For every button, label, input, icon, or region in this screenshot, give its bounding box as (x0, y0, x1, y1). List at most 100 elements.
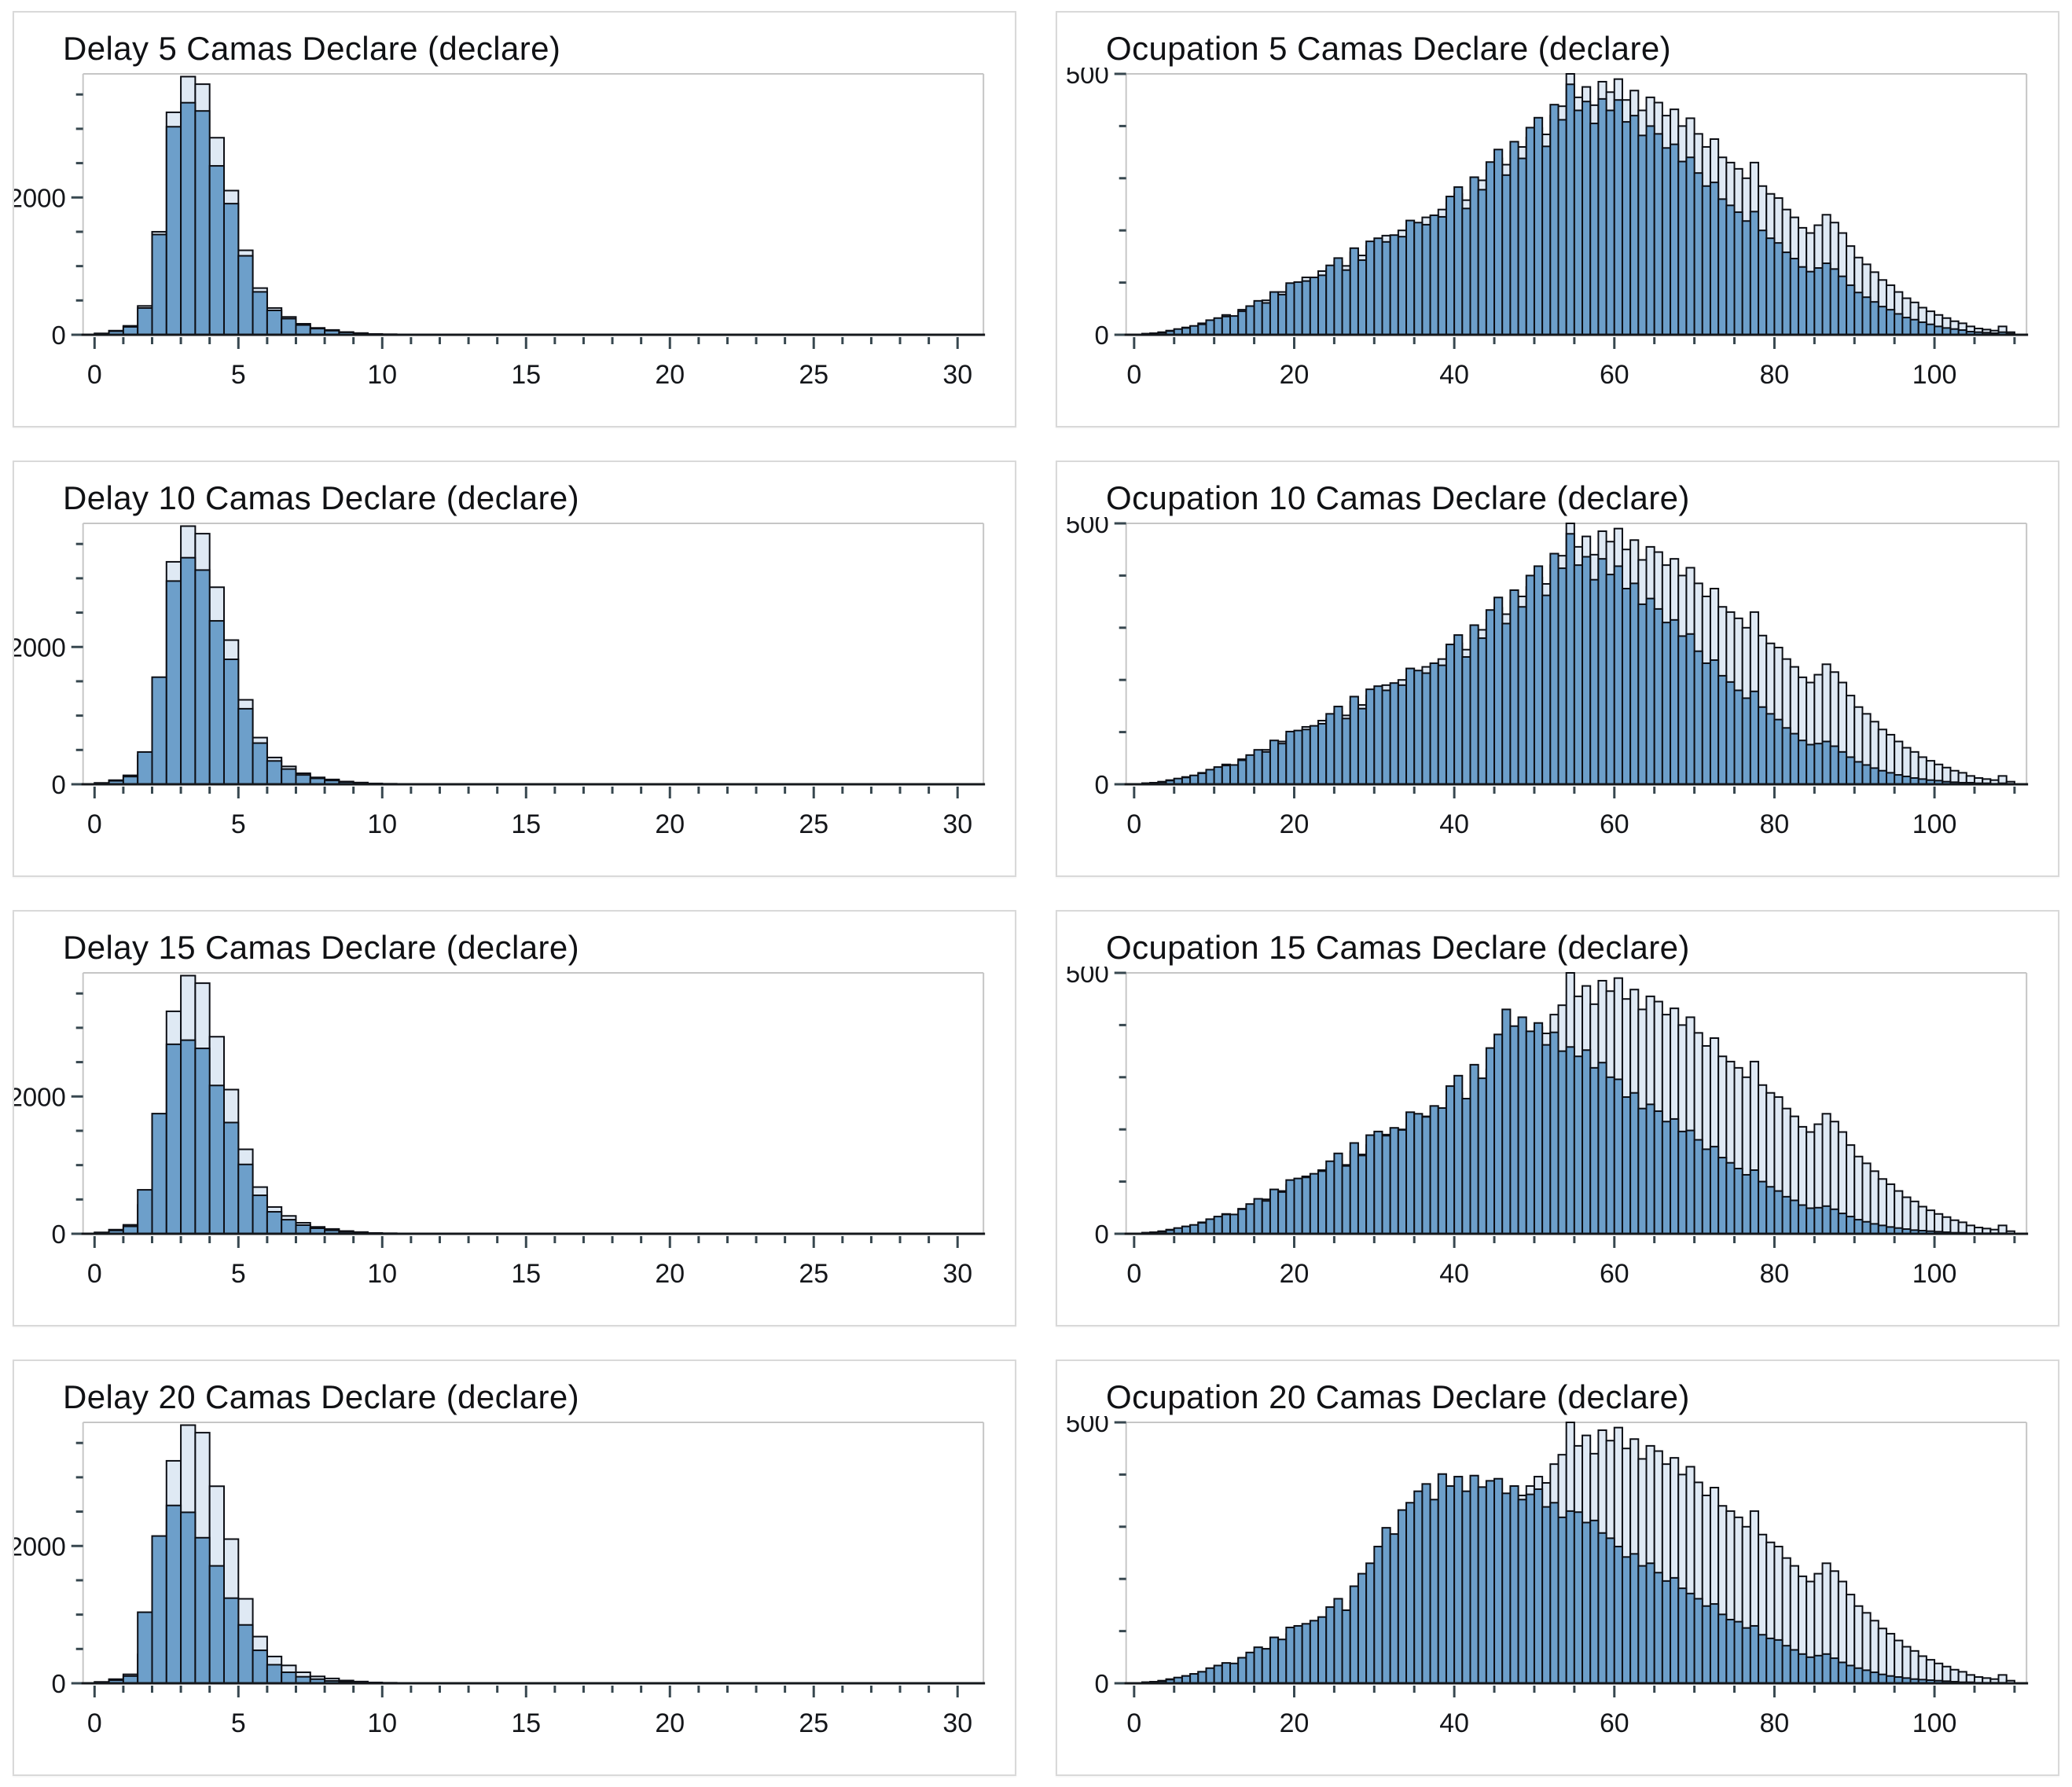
x-tick-label: 20 (655, 1259, 685, 1289)
series-dark-bars (1141, 83, 2015, 336)
y-tick-label: 0 (51, 1669, 65, 1698)
y-axis-ticks (71, 93, 83, 336)
y-axis-labels: 0 2000 (14, 183, 66, 350)
chart-canvas-delay-10: 0 2000 0 5 10 15 20 25 30 (14, 523, 986, 839)
chart-panel-delay-15: Delay 15 Camas Declare (declare) 0 2000 0 5 1… (13, 910, 1016, 1326)
x-tick-label: 60 (1600, 1708, 1629, 1738)
x-tick-label: 100 (1912, 1708, 1956, 1738)
x-axis-labels: 0 20 40 60 80 100 (1126, 1708, 1956, 1738)
x-tick-label: 25 (799, 809, 828, 839)
plot-spines (82, 73, 985, 335)
y-tick-label: 2000 (14, 1532, 66, 1561)
x-tick-label: 20 (655, 809, 685, 839)
chart-title-delay-20: Delay 20 Camas Declare (declare) (63, 1378, 580, 1415)
y-tick-label: 0 (1094, 321, 1108, 350)
chart-title-ocupation-10: Ocupation 10 Camas Declare (declare) (1106, 479, 1690, 516)
series-dark-bars (1141, 1473, 2008, 1685)
x-axis-ticks (1133, 1686, 2016, 1697)
series-dark-bars (94, 556, 398, 786)
x-tick-label: 20 (655, 1708, 685, 1738)
x-tick-label: 40 (1439, 1708, 1469, 1738)
x-tick-label: 60 (1600, 1259, 1629, 1289)
y-axis-labels: 0 2000 (14, 633, 66, 799)
x-tick-label: 100 (1912, 809, 1956, 839)
y-axis-ticks (71, 992, 83, 1235)
x-tick-label: 25 (799, 1259, 828, 1289)
chart-title-ocupation-5: Ocupation 5 Camas Declare (declare) (1106, 30, 1671, 67)
x-tick-label: 0 (1126, 360, 1141, 390)
y-tick-label: 2000 (14, 1082, 66, 1111)
x-tick-label: 10 (367, 1259, 397, 1289)
plot-spines (82, 523, 985, 784)
x-tick-label: 15 (511, 360, 541, 390)
series-dark-bars (1141, 533, 2015, 786)
chart-title-ocupation-15: Ocupation 15 Camas Declare (declare) (1106, 929, 1690, 966)
x-axis-labels: 0 20 40 60 80 100 (1126, 1259, 1956, 1289)
x-tick-label: 15 (511, 809, 541, 839)
chart-canvas-ocupation-20: 0 500 0 20 40 60 80 100 (1066, 1416, 2029, 1738)
x-tick-label: 5 (231, 1708, 246, 1738)
series-dark-bars (94, 1504, 398, 1685)
x-axis-labels: 0 5 10 15 20 25 30 (87, 360, 972, 390)
x-axis-labels: 0 20 40 60 80 100 (1126, 360, 1956, 390)
series-dark-bars (94, 1039, 398, 1235)
chart-panel-delay-5: Delay 5 Camas Declare (declare) 0 2000 0 5 10… (13, 11, 1016, 427)
chart-panel-ocupation-15: Ocupation 15 Camas Declare (declare) 0 500… (1056, 910, 2059, 1326)
chart-panel-ocupation-20: Ocupation 20 Camas Declare (declare) 0 500… (1056, 1360, 2059, 1776)
y-tick-label: 500 (1066, 68, 1109, 89)
y-tick-label: 0 (1094, 1220, 1108, 1249)
x-tick-label: 0 (1126, 809, 1141, 839)
x-tick-label: 15 (511, 1708, 541, 1738)
x-tick-label: 30 (942, 1708, 972, 1738)
y-axis-ticks (1114, 971, 1126, 1235)
chart-canvas-ocupation-5: 0 500 0 20 40 60 80 100 (1066, 68, 2029, 390)
x-tick-label: 5 (231, 809, 246, 839)
x-tick-label: 0 (87, 1708, 102, 1738)
x-tick-label: 60 (1600, 809, 1629, 839)
chart-title-ocupation-20: Ocupation 20 Camas Declare (declare) (1106, 1378, 1690, 1415)
plot-spines (1125, 523, 2028, 784)
chart-title-delay-5: Delay 5 Camas Declare (declare) (63, 30, 561, 67)
y-axis-ticks (1114, 1421, 1126, 1685)
plot-spines (1125, 972, 2028, 1234)
x-axis-labels: 0 5 10 15 20 25 30 (87, 1259, 972, 1289)
chart-canvas-delay-5: 0 2000 0 5 10 15 20 25 30 (14, 73, 986, 390)
chart-panel-delay-10: Delay 10 Camas Declare (declare) 0 2000 0 5 1… (13, 461, 1016, 877)
x-axis-labels: 0 20 40 60 80 100 (1126, 809, 1956, 839)
chart-panel-ocupation-10: Ocupation 10 Camas Declare (declare) 0 500… (1056, 461, 2059, 877)
x-axis-labels: 0 5 10 15 20 25 30 (87, 1708, 972, 1738)
y-tick-label: 2000 (14, 633, 66, 662)
x-tick-label: 0 (1126, 1259, 1141, 1289)
y-tick-label: 0 (1094, 1669, 1108, 1698)
x-tick-label: 30 (942, 1259, 972, 1289)
x-tick-label: 30 (942, 360, 972, 390)
y-tick-label: 500 (1066, 967, 1109, 988)
x-tick-label: 0 (87, 360, 102, 390)
x-tick-label: 40 (1439, 360, 1469, 390)
x-tick-label: 20 (1280, 1259, 1310, 1289)
x-tick-label: 100 (1912, 1259, 1956, 1289)
y-tick-label: 0 (51, 770, 65, 799)
x-tick-label: 10 (367, 360, 397, 390)
plot-spines (1125, 73, 2028, 335)
x-axis-ticks (93, 337, 959, 349)
y-tick-label: 500 (1066, 1416, 1109, 1437)
y-tick-label: 0 (51, 321, 65, 350)
chart-panel-delay-20: Delay 20 Camas Declare (declare) 0 2000 0 5 1… (13, 1360, 1016, 1776)
chart-panel-ocupation-5: Ocupation 5 Camas Declare (declare) 0 500 0… (1056, 11, 2059, 427)
x-tick-label: 5 (231, 360, 246, 390)
y-axis-labels: 0 500 (1066, 517, 1109, 799)
x-tick-label: 30 (942, 809, 972, 839)
x-axis-ticks (1133, 337, 2016, 349)
x-tick-label: 60 (1600, 360, 1629, 390)
y-axis-ticks (71, 1441, 83, 1685)
x-tick-label: 80 (1760, 1259, 1790, 1289)
x-tick-label: 80 (1760, 1708, 1790, 1738)
y-axis-labels: 0 500 (1066, 68, 1109, 350)
x-tick-label: 20 (1280, 360, 1310, 390)
chart-canvas-ocupation-10: 0 500 0 20 40 60 80 100 (1066, 517, 2029, 839)
x-axis-ticks (93, 1686, 959, 1697)
chart-canvas-delay-20: 0 2000 0 5 10 15 20 25 30 (14, 1422, 986, 1738)
chart-canvas-ocupation-15: 0 500 0 20 40 60 80 100 (1066, 967, 2029, 1289)
